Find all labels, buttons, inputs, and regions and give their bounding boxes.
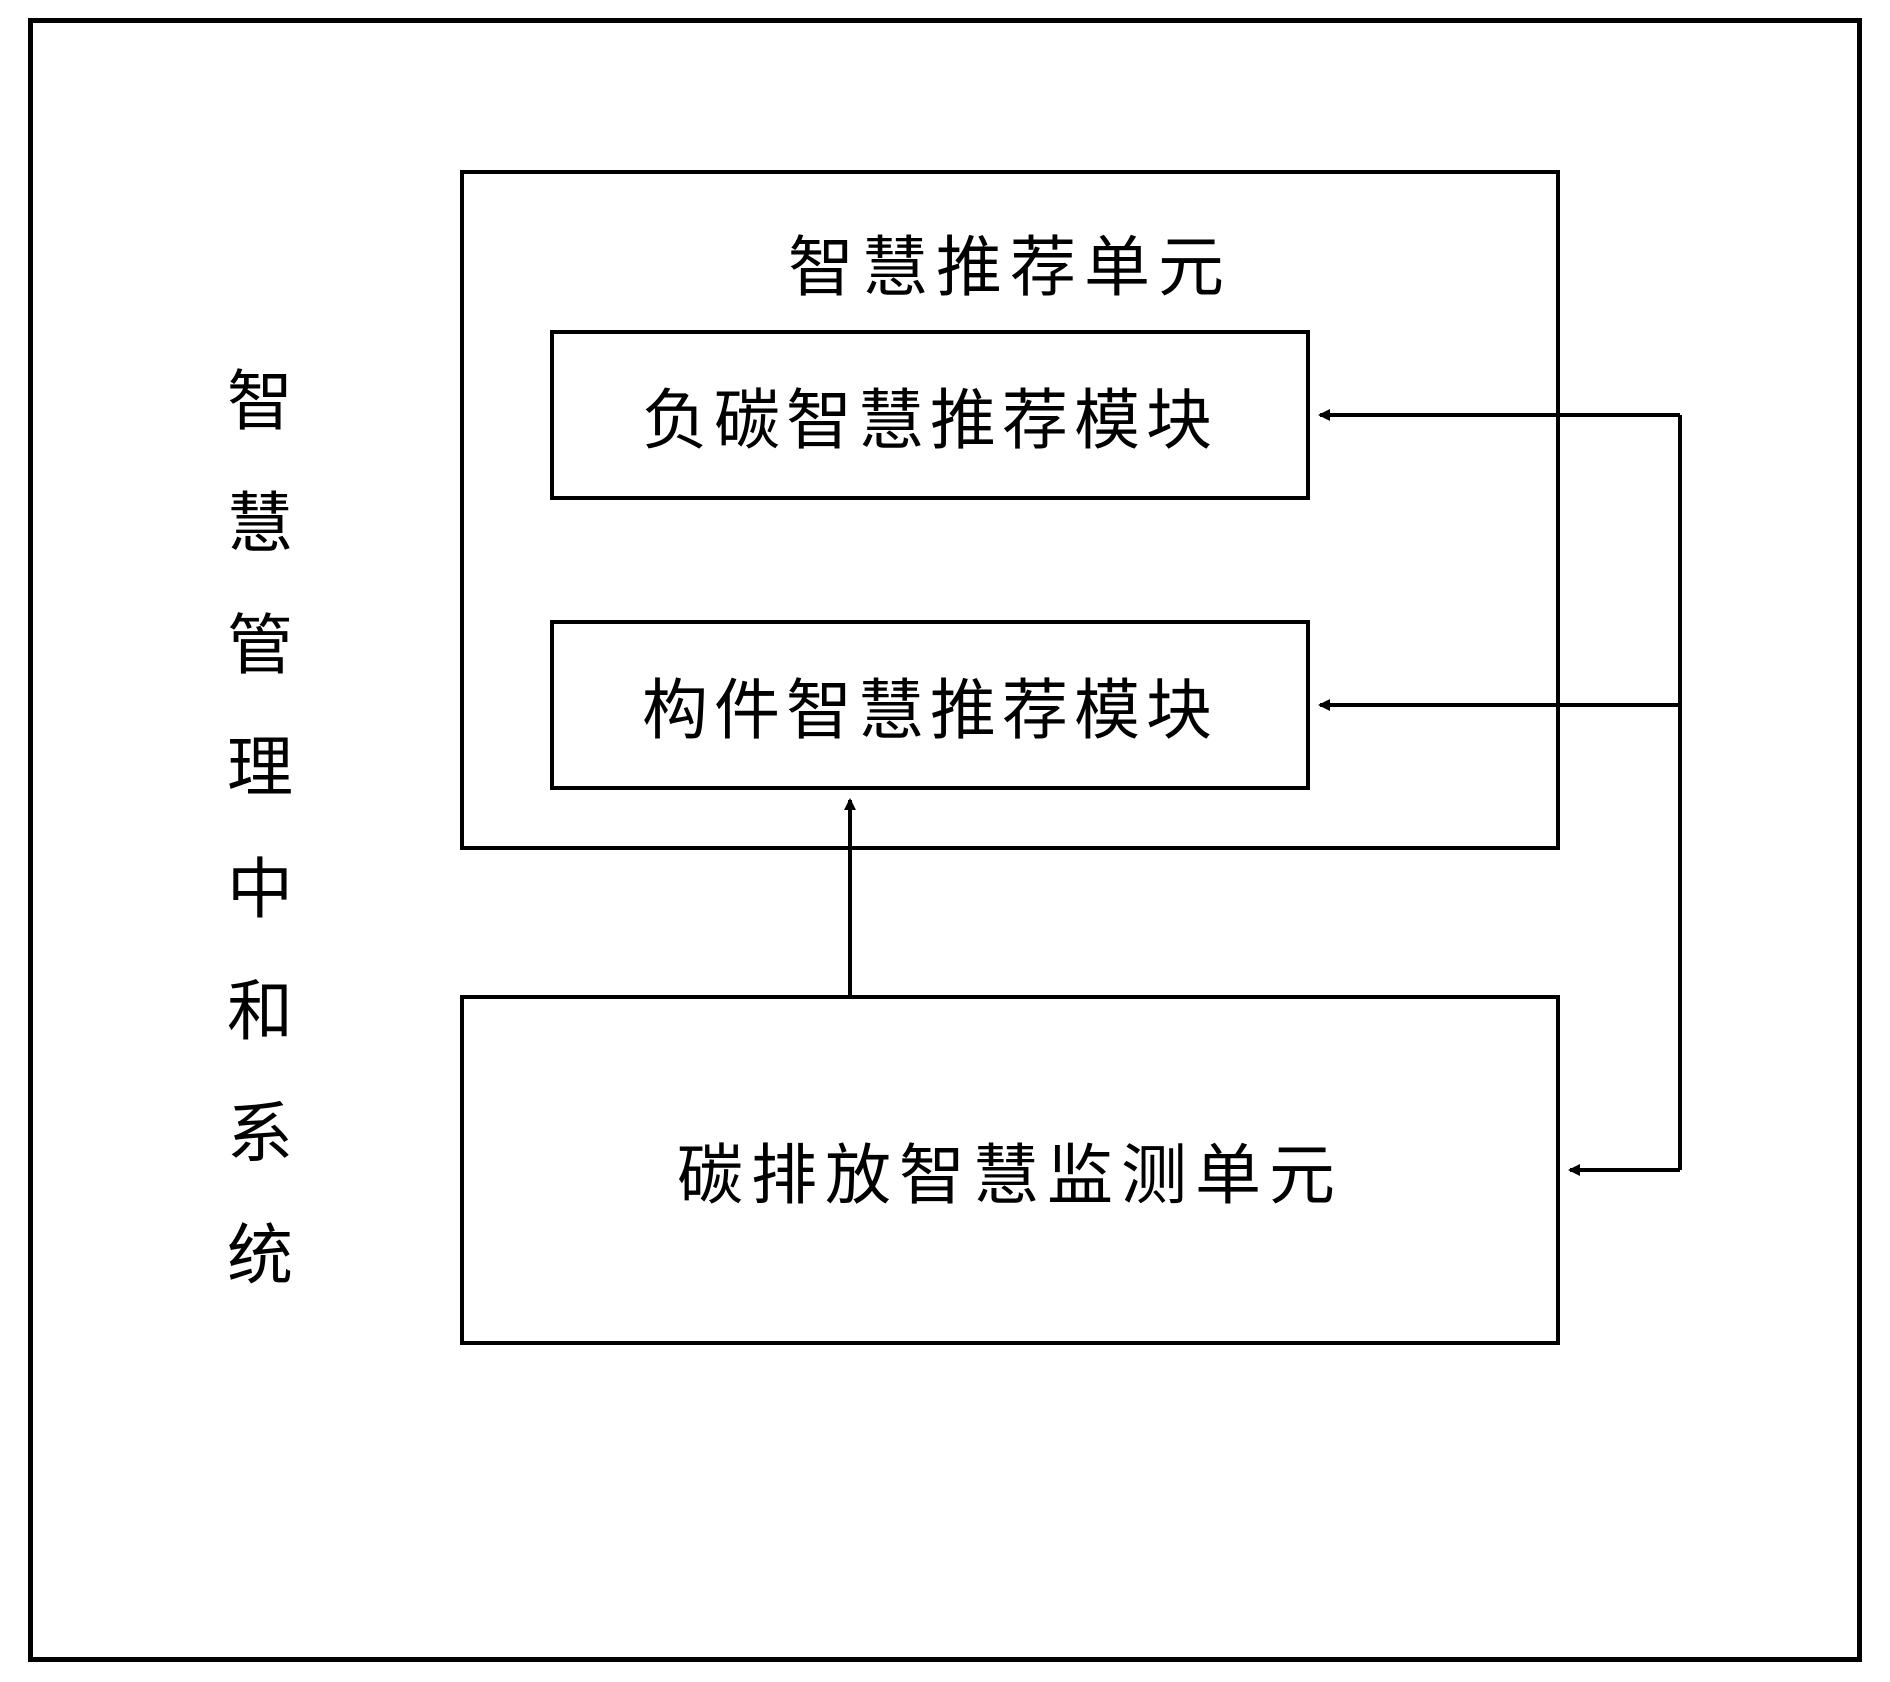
title-char-1: 慧 [227,492,293,558]
title-char-6: 系 [227,1102,293,1168]
system-title-vertical: 智 慧 管 理 中 和 系 统 [220,370,300,1290]
monitor-unit-label: 碳排放智慧监测单元 [677,1122,1343,1218]
monitor-unit-box: 碳排放智慧监测单元 [460,995,1560,1345]
component-rec-module-label: 构件智慧推荐模块 [642,657,1218,753]
title-char-4: 中 [227,858,293,924]
title-char-7: 统 [227,1224,293,1290]
negative-carbon-module-label: 负碳智慧推荐模块 [642,367,1218,463]
negative-carbon-module-box: 负碳智慧推荐模块 [550,330,1310,500]
title-char-5: 和 [227,980,293,1046]
component-rec-module-box: 构件智慧推荐模块 [550,620,1310,790]
title-char-0: 智 [227,370,293,436]
title-char-3: 理 [227,736,293,802]
title-char-2: 管 [227,614,293,680]
recommend-unit-title: 智慧推荐单元 [464,214,1556,310]
